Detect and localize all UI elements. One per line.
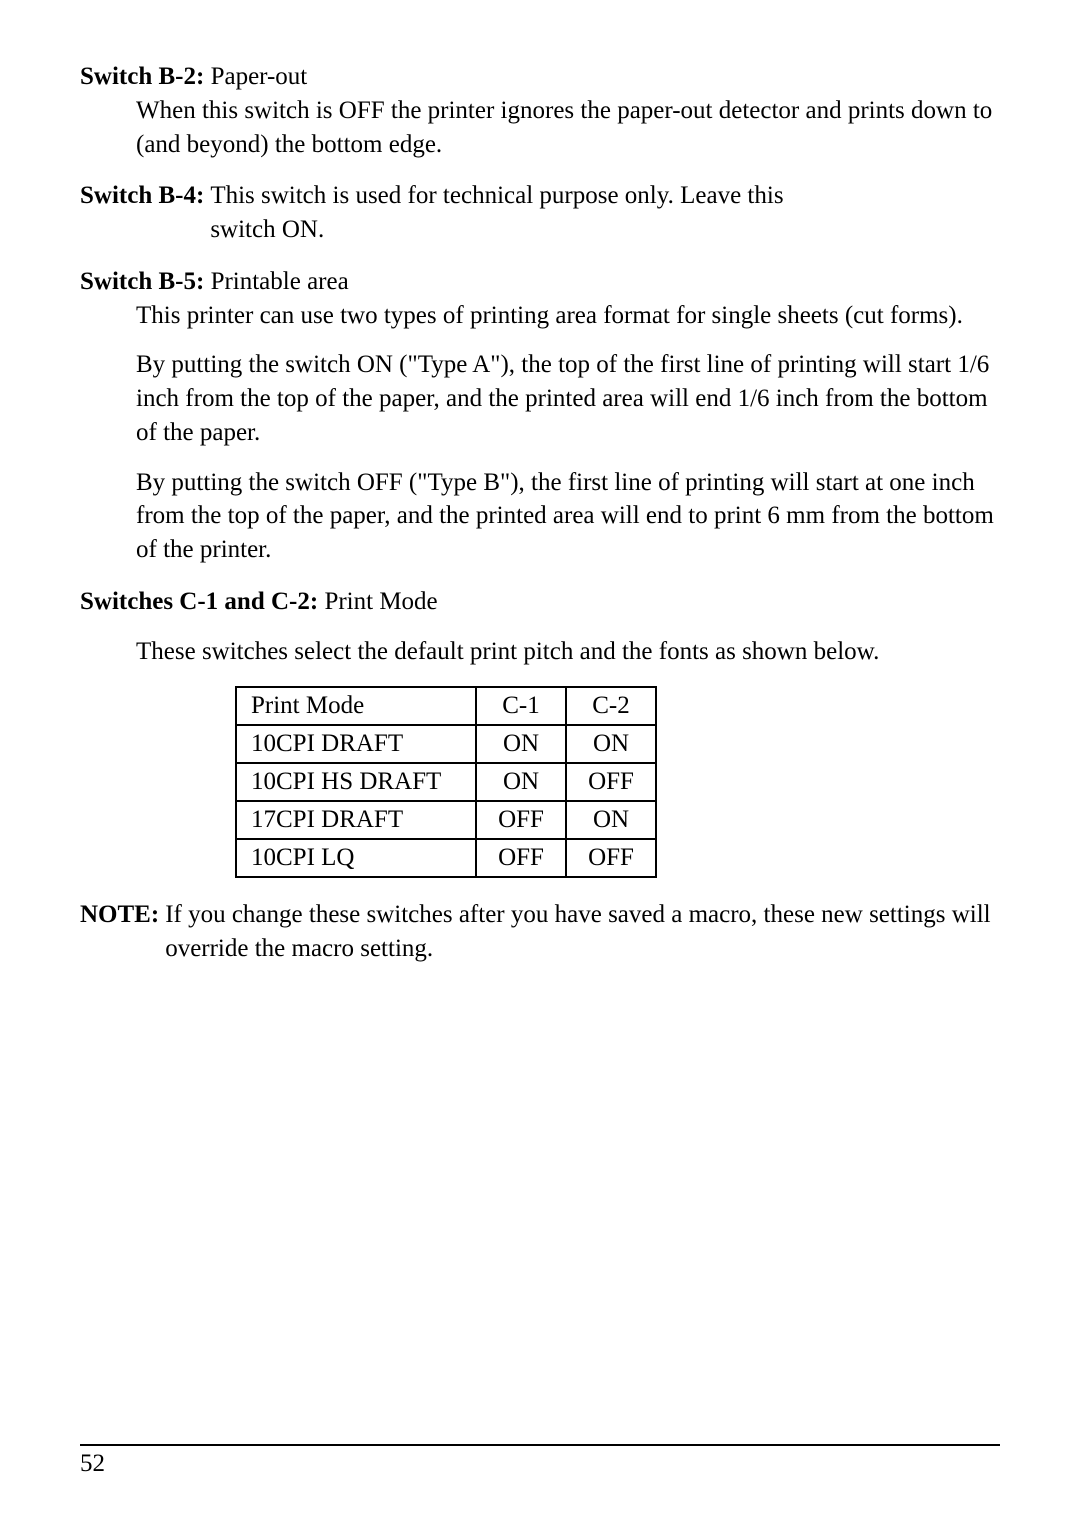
print-mode-table-wrap: Print Mode C-1 C-2 10CPI DRAFT ON ON 10C… [235,686,1000,878]
table-row: 10CPI DRAFT ON ON [236,725,656,763]
b4-body-line2: switch ON. [210,213,783,247]
th-mode: Print Mode [236,687,476,725]
th-c1: C-1 [476,687,566,725]
section-c12: Switches C-1 and C-2: Print Mode These s… [80,585,1000,669]
note-body: If you change these switches after you h… [159,898,1000,966]
b2-heading-line: Switch B-2: Paper-out [80,60,1000,94]
table-row: 17CPI DRAFT OFF ON [236,801,656,839]
td-c2: ON [566,801,656,839]
b5-p1: This printer can use two types of printi… [136,299,1000,333]
td-mode: 17CPI DRAFT [236,801,476,839]
b4-label-wrap: Switch B-4: [80,179,204,247]
b5-label: Switch B-5: [80,268,204,295]
table-row: 10CPI HS DRAFT ON OFF [236,763,656,801]
td-mode: 10CPI DRAFT [236,725,476,763]
th-c2: C-2 [566,687,656,725]
b2-body: When this switch is OFF the printer igno… [136,94,1000,162]
section-b5: Switch B-5: Printable area This printer … [80,265,1000,567]
b4-row: Switch B-4: This switch is used for tech… [80,179,1000,247]
section-b2: Switch B-2: Paper-out When this switch i… [80,60,1000,161]
table-row: 10CPI LQ OFF OFF [236,839,656,877]
b4-body-wrap: This switch is used for technical purpos… [204,179,783,247]
td-mode: 10CPI HS DRAFT [236,763,476,801]
section-b4: Switch B-4: This switch is used for tech… [80,179,1000,247]
c12-body: These switches select the default print … [136,635,1000,669]
c12-heading-line: Switches C-1 and C-2: Print Mode [80,585,1000,619]
td-c2: OFF [566,763,656,801]
b5-p2: By putting the switch ON ("Type A"), the… [136,348,1000,449]
page-footer: 52 [80,1444,1000,1478]
page-number: 52 [80,1450,105,1477]
td-c1: ON [476,763,566,801]
b5-heading-line: Switch B-5: Printable area [80,265,1000,299]
b4-label: Switch B-4: [80,182,204,209]
td-c2: OFF [566,839,656,877]
b4-body-line1: This switch is used for technical purpos… [210,179,783,213]
td-mode: 10CPI LQ [236,839,476,877]
b2-label: Switch B-2: [80,63,204,90]
c12-title: Print Mode [324,588,437,615]
td-c1: OFF [476,839,566,877]
b2-title: Paper-out [211,63,308,90]
note-section: NOTE: If you change these switches after… [80,898,1000,966]
b5-title: Printable area [211,268,349,295]
c12-label: Switches C-1 and C-2: [80,588,318,615]
b5-p3: By putting the switch OFF ("Type B"), th… [136,466,1000,567]
td-c1: ON [476,725,566,763]
print-mode-table: Print Mode C-1 C-2 10CPI DRAFT ON ON 10C… [235,686,657,878]
td-c1: OFF [476,801,566,839]
td-c2: ON [566,725,656,763]
table-row: Print Mode C-1 C-2 [236,687,656,725]
note-label: NOTE: [80,898,159,966]
